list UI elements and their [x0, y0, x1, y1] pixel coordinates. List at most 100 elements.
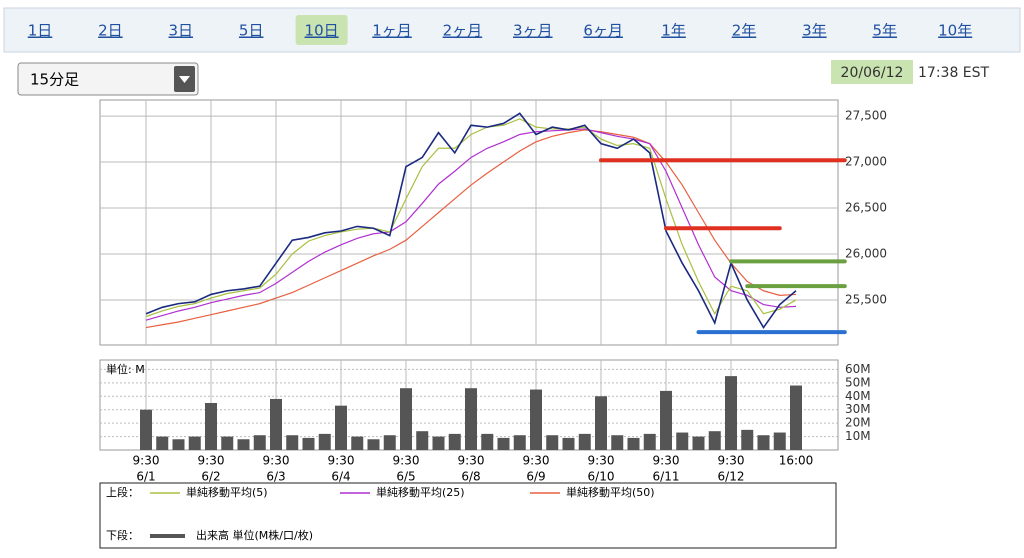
x-tick-label: 16:00	[779, 454, 814, 468]
tab[interactable]: 3年	[802, 22, 827, 40]
x-date-label: 6/3	[266, 470, 285, 484]
interval-dropdown[interactable]	[17, 62, 199, 96]
volume-bar	[611, 435, 624, 450]
volume-bar	[773, 432, 786, 450]
volume-bar	[562, 437, 575, 450]
series-line	[145, 112, 797, 330]
volume-bar	[253, 435, 266, 450]
y-tick-label: 26,000	[845, 246, 887, 260]
legend-label: 単純移動平均(25)	[376, 485, 465, 499]
tab[interactable]: 3日	[169, 22, 194, 40]
volume-bar	[400, 388, 412, 450]
x-date-label: 6/8	[461, 470, 480, 484]
volume-bar	[465, 388, 477, 450]
tab-bar	[3, 7, 1021, 53]
volume-bar	[448, 433, 461, 450]
volume-bar	[627, 437, 640, 450]
volume-bar	[156, 436, 169, 450]
y-tick-label: 50M	[845, 375, 871, 389]
y-tick-label: 26,500	[845, 201, 887, 215]
volume-bar	[318, 433, 331, 450]
x-date-label: 6/1	[136, 470, 155, 484]
volume-bar	[205, 402, 217, 450]
volume-bar	[530, 389, 542, 450]
tab[interactable]: 1日	[28, 22, 53, 40]
volume-bar	[416, 431, 429, 450]
y-tick-label: 30M	[845, 402, 871, 416]
tab[interactable]: 1年	[661, 22, 686, 40]
volume-bar	[725, 376, 737, 450]
x-tick-label: 9:30	[198, 454, 225, 468]
volume-bar	[172, 439, 185, 450]
x-tick-label: 9:30	[133, 454, 160, 468]
y-tick-label: 25,500	[845, 292, 887, 306]
x-tick-label: 9:30	[328, 454, 355, 468]
volume-bar	[351, 436, 364, 450]
volume-bar	[595, 396, 607, 450]
x-tick-label: 9:30	[393, 454, 420, 468]
x-date-label: 6/12	[718, 470, 745, 484]
x-date-label: 6/4	[331, 470, 350, 484]
volume-bar	[188, 436, 201, 450]
volume-bar	[757, 435, 770, 450]
y-tick-label: 40M	[845, 389, 871, 403]
tab-selected-bg	[295, 15, 348, 45]
volume-bar	[335, 405, 347, 450]
x-tick-label: 9:30	[653, 454, 680, 468]
x-tick-label: 9:30	[458, 454, 485, 468]
volume-bar	[692, 436, 705, 450]
tab[interactable]: 10年	[938, 22, 972, 40]
x-date-label: 6/10	[588, 470, 615, 484]
volume-bar	[497, 437, 510, 450]
volume-bar	[140, 409, 152, 450]
tab[interactable]: 2日	[98, 22, 123, 40]
series-line	[145, 129, 797, 329]
legend-box	[99, 482, 837, 549]
volume-bar	[513, 435, 526, 450]
time: 17:38 EST	[918, 65, 990, 81]
volume-bar	[286, 435, 299, 450]
tab[interactable]: 3ヶ月	[513, 22, 553, 40]
tab[interactable]: 2年	[732, 22, 757, 40]
tab[interactable]: 6ヶ月	[583, 22, 623, 40]
volume-bar	[708, 431, 721, 450]
legend-label: 出来高 単位(M株/口/枚)	[196, 528, 313, 542]
tab[interactable]: 10日	[305, 22, 339, 40]
date-highlight	[831, 60, 913, 84]
y-tick-label: 20M	[845, 416, 871, 430]
y-tick-label: 27,500	[845, 109, 887, 123]
volume-bar	[546, 435, 559, 450]
volume-bar	[790, 385, 802, 450]
volume-bar	[302, 437, 315, 450]
volume-bar	[221, 436, 234, 450]
x-date-label: 6/5	[396, 470, 415, 484]
date: 20/06/12	[841, 65, 904, 81]
volume-bar	[481, 433, 494, 450]
tab[interactable]: 2ヶ月	[443, 22, 483, 40]
x-tick-label: 9:30	[263, 454, 290, 468]
volume-bar	[578, 433, 591, 450]
volume-bar	[660, 390, 672, 450]
legend-lower-label: 下段：	[106, 528, 139, 542]
volume-bar	[741, 429, 754, 450]
x-date-label: 6/2	[201, 470, 220, 484]
x-tick-label: 9:30	[718, 454, 745, 468]
unit-label: 単位: M	[106, 362, 145, 376]
tab[interactable]: 5日	[239, 22, 264, 40]
tab[interactable]: 5年	[873, 22, 898, 40]
series-line	[145, 128, 797, 321]
x-tick-label: 9:30	[523, 454, 550, 468]
dropdown-arrow	[179, 76, 190, 83]
series-line	[145, 118, 797, 318]
legend-label: 単純移動平均(50)	[566, 485, 655, 499]
x-tick-label: 9:30	[588, 454, 615, 468]
legend-upper-label: 上段：	[106, 485, 139, 499]
x-date-label: 6/11	[653, 470, 680, 484]
volume-bar	[383, 435, 396, 450]
price-plot	[99, 99, 839, 346]
volume-bar	[237, 439, 250, 450]
volume-bar	[367, 439, 380, 450]
volume-bar	[676, 432, 689, 450]
interval-label: 15分足	[30, 71, 79, 89]
tab[interactable]: 1ヶ月	[372, 22, 412, 40]
